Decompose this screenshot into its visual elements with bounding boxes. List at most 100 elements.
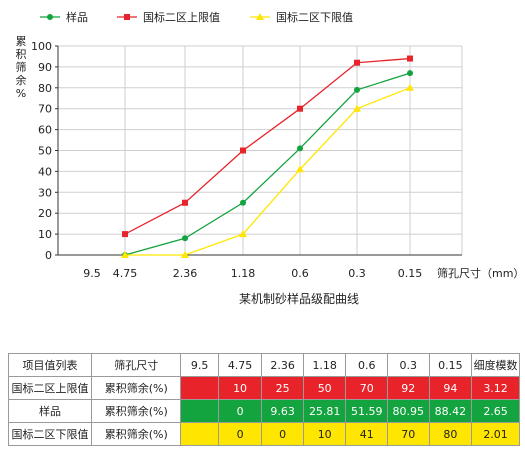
row-metric: 累积筛余(%) (91, 376, 182, 400)
chart-title: 某机制砂样品级配曲线 (239, 291, 359, 306)
table-cell: 25 (261, 376, 304, 400)
table-cell: 2.01 (471, 422, 520, 446)
series (121, 55, 414, 258)
table-cell (180, 422, 219, 446)
data-point (297, 145, 303, 152)
legend: 样品 国标二区上限值 国标二区下限值 (40, 10, 353, 24)
y-axis-label: 累积筛余% (16, 35, 27, 100)
data-point (407, 55, 413, 62)
table-header-cell: 筛孔尺寸 (91, 353, 182, 377)
legend-marker (124, 14, 130, 20)
y-label-char: 累 (16, 35, 27, 48)
y-tick-label: 20 (38, 207, 52, 220)
series-line-2 (125, 87, 411, 256)
y-label-char: % (16, 87, 26, 100)
grid (57, 45, 463, 256)
data-point (181, 251, 189, 258)
table-cell: 51.59 (345, 399, 389, 423)
y-label-char: 积 (16, 48, 27, 61)
y-tick-label: 100 (31, 40, 52, 53)
legend-label: 国标二区上限值 (143, 10, 220, 24)
row-label: 国标二区下限值 (7, 422, 93, 446)
data-point (297, 105, 303, 112)
y-label-char: 筛 (16, 60, 27, 74)
table-row: 样品 累积筛余(%) 0 9.63 25.81 51.59 80.95 88.42 2.65 (7, 399, 520, 423)
table-cell: 0 (217, 399, 263, 423)
table-header-row: 项目值列表 筛孔尺寸 9.5 4.75 2.36 1.18 0.6 0.3 0.15 细度模数 (7, 353, 520, 377)
table-cell: 25.81 (302, 399, 347, 423)
data-point (354, 86, 360, 93)
x-axis-label: 筛孔尺寸（mm） (437, 266, 524, 280)
table-cell (180, 376, 219, 400)
row-metric: 累积筛余(%) (91, 422, 182, 446)
table-cell: 9.63 (261, 399, 304, 423)
row-metric: 累积筛余(%) (91, 399, 182, 423)
data-point (353, 104, 361, 112)
x-tick-label: 0.6 (291, 267, 309, 280)
table-cell: 92 (387, 376, 430, 400)
x-axis-ticks: 9.5 4.75 2.36 1.18 0.6 0.3 0.15 (83, 267, 422, 280)
x-tick-label: 0.15 (398, 267, 423, 280)
series-line-1 (124, 57, 411, 235)
x-tick-label: 1.18 (231, 267, 256, 280)
table-cell: 70 (387, 422, 430, 446)
y-tick-label: 50 (38, 145, 52, 158)
y-tick-label: 40 (38, 165, 52, 178)
table-cell: 41 (345, 422, 389, 446)
table-cell: 10 (302, 422, 347, 446)
data-point (240, 199, 246, 206)
row-label: 样品 (7, 399, 93, 423)
table-header-cell: 细度模数 (471, 353, 520, 377)
data-point (122, 231, 128, 238)
x-tick-label: 9.5 (83, 267, 101, 280)
table-cell: 80.95 (387, 399, 430, 423)
table-row: 国标二区上限值 累积筛余(%) 10 25 50 70 92 94 3.12 (7, 376, 520, 400)
data-point (240, 147, 246, 154)
data-point (354, 59, 360, 66)
table-cell: 0 (217, 422, 263, 446)
legend-marker (256, 13, 264, 20)
table-cell: 10 (217, 376, 263, 400)
table-header-cell: 0.6 (345, 353, 389, 377)
table-header-cell: 0.3 (387, 353, 430, 377)
data-point (182, 199, 188, 206)
y-tick-label: 0 (45, 249, 52, 262)
data-point (296, 165, 304, 173)
row-label: 国标二区上限值 (7, 376, 93, 400)
y-label-char: 余 (16, 73, 27, 87)
sieve-data-table: 项目值列表 筛孔尺寸 9.5 4.75 2.36 1.18 0.6 0.3 0.15 细度模数 国标… (7, 353, 520, 446)
grading-curve-chart: 样品 国标二区上限值 国标二区下限值 累积筛余% 0 10 20 30 40 50 60 70 80… (16, 10, 525, 306)
series-line-0 (124, 72, 411, 256)
y-tick-label: 90 (38, 61, 52, 74)
y-axis-ticks: 0 10 20 30 40 50 60 70 80 90 100 (31, 40, 58, 262)
table-header-cell: 1.18 (302, 353, 347, 377)
data-point (121, 251, 129, 258)
table-cell: 70 (345, 376, 389, 400)
x-tick-label: 0.3 (348, 267, 366, 280)
legend-label: 样品 (66, 10, 88, 24)
y-tick-label: 80 (38, 82, 52, 95)
y-tick-label: 10 (38, 228, 52, 241)
x-tick-label: 4.75 (113, 267, 138, 280)
table-cell: 88.42 (428, 399, 473, 423)
table-cell: 80 (428, 422, 473, 446)
y-tick-label: 60 (38, 124, 52, 137)
legend-marker (47, 14, 53, 20)
table-header-cell: 2.36 (261, 353, 304, 377)
table-header-cell: 项目值列表 (7, 353, 93, 377)
data-point (239, 230, 247, 238)
table-row: 国标二区下限值 累积筛余(%) 0 0 10 41 70 80 2.01 (7, 422, 520, 446)
data-point (182, 235, 188, 242)
table-cell: 0 (261, 422, 304, 446)
table-cell (180, 399, 219, 423)
legend-label: 国标二区下限值 (276, 10, 353, 24)
table-header-cell: 9.5 (180, 353, 219, 377)
x-tick-label: 2.36 (173, 267, 198, 280)
table-cell: 50 (302, 376, 347, 400)
table-header-cell: 0.15 (428, 353, 473, 377)
data-point (406, 83, 414, 91)
table-header-cell: 4.75 (217, 353, 263, 377)
table-cell: 94 (428, 376, 473, 400)
table-cell: 2.65 (471, 399, 520, 423)
table-cell: 3.12 (471, 376, 520, 400)
